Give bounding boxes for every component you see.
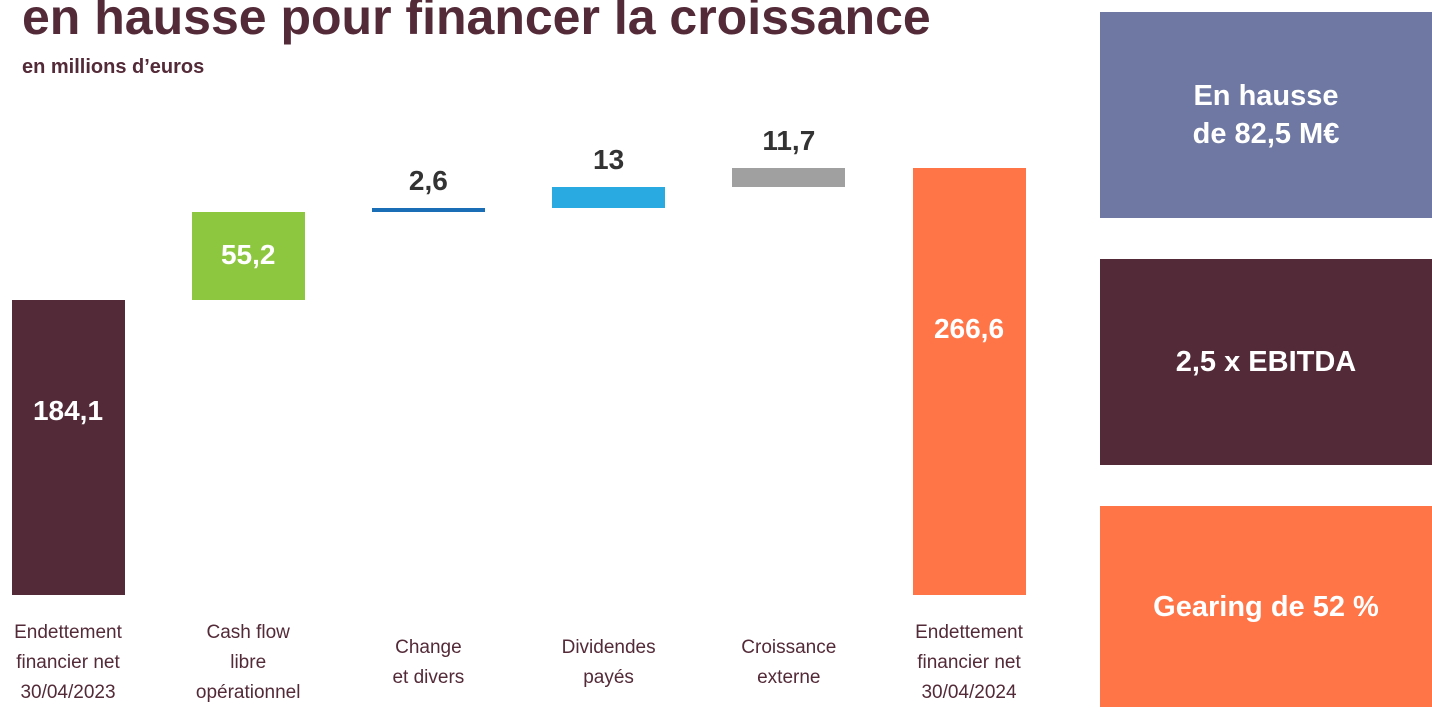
value-label: 266,6 xyxy=(933,313,1005,345)
chart-title: en hausse pour financer la croissance xyxy=(22,0,931,45)
info-panel: Gearing de 52 % xyxy=(1100,506,1432,707)
bar xyxy=(552,186,666,208)
chart-subtitle: en millions d’euros xyxy=(22,56,205,78)
value-label: 13 xyxy=(593,143,625,175)
value-label: 11,7 xyxy=(762,125,816,156)
bar xyxy=(371,207,485,212)
bar xyxy=(912,168,1026,595)
bar xyxy=(732,168,846,187)
info-panel: En hausse de 82,5 M€ xyxy=(1100,12,1432,218)
x-tick-label: Endettement financier net 30/04/2023 xyxy=(14,622,122,703)
x-tick-label: Change et divers xyxy=(392,637,465,688)
x-tick-label: Dividendes payés xyxy=(561,637,656,688)
x-tick-label: Cash flow libre opérationnel xyxy=(195,622,301,703)
bar xyxy=(11,300,125,595)
x-tick-label: Endettement financier net 30/04/2024 xyxy=(915,622,1023,703)
info-panel: 2,5 x EBITDA xyxy=(1100,259,1432,465)
bar xyxy=(191,211,305,301)
value-label: 184,1 xyxy=(32,395,104,427)
value-label: 2,6 xyxy=(408,164,448,196)
x-tick-label: Croissance externe xyxy=(741,637,837,688)
value-label: 55,2 xyxy=(220,238,276,270)
